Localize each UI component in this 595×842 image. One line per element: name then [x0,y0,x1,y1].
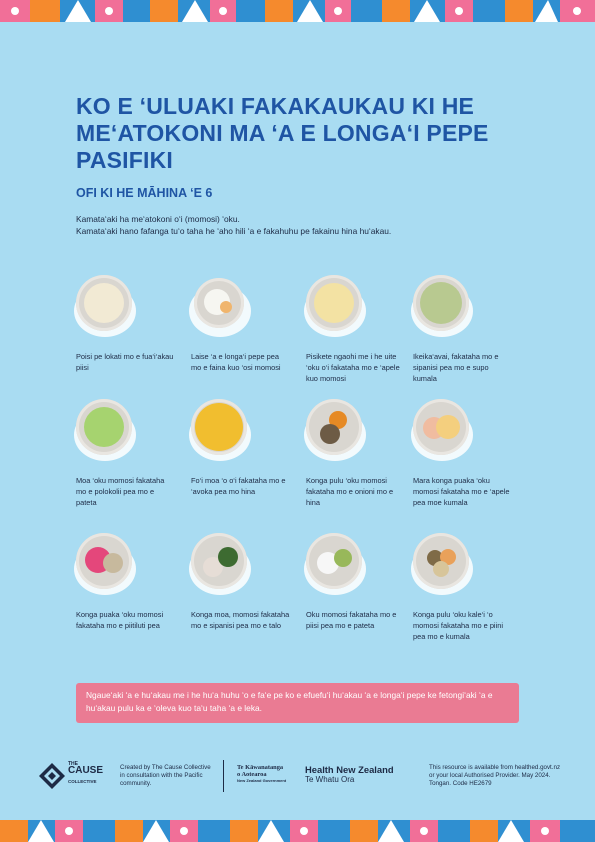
health-line: Te Whatu Ora [305,775,355,784]
health-nz-logo: Health New Zealand Te Whatu Ora [305,764,420,784]
intro-line: Kamata‘aki hano fafanga tu‘o taha he ‘ah… [76,226,392,236]
food-label: Oku momosi fakataha mo e piisi pea mo e … [306,610,397,630]
govt-line: o Aotearoa [237,771,267,778]
created-by-text: Created by The Cause Collective in consu… [120,764,211,787]
logo-cause: CAUSE [68,765,104,776]
cause-collective-logo-icon [39,763,65,789]
availability-text: This resource is available from healthed… [429,764,561,787]
food-bowl-image [74,533,136,595]
nz-government-logo: Te Kāwanatanga o Aotearoa New Zealand Go… [237,764,295,784]
intro-text: Kamata‘aki ha me‘atokoni o‘i (momosi) ‘o… [76,213,536,237]
poster-subtitle: OFI KI HE MĀHINA ‘E 6 [76,186,213,200]
food-label: Konga puaka ‘oku momosi fakataha mo e pi… [76,610,164,630]
food-bowl-image [411,399,473,461]
food-bowl-image [74,275,136,337]
food-label: Mara konga puaka ‘oku momosi fakataha mo… [413,476,510,507]
food-label: Pisikete ngaohi me i he uite ‘oku o‘i fa… [306,352,400,383]
food-bowl-image [411,275,473,337]
logo-collective: COLLECTIVE [68,779,97,784]
footer-divider [223,760,224,792]
food-bowl-image [411,533,473,595]
govt-line: New Zealand Government [237,778,287,783]
food-bowl-image [189,399,251,461]
health-line: Health New Zealand [305,764,394,775]
food-bowl-image [304,275,366,337]
food-label: Moa ‘oku momosi fakataha mo e polokolii … [76,476,165,507]
food-label: Konga pulu ‘oku momosi fakataha mo e oni… [306,476,394,507]
food-label: Konga moa, momosi fakataha mo e sipanisi… [191,610,290,630]
bottom-pattern-band [0,820,595,842]
milk-notice: Ngaue‘aki ‘a e hu‘akau me i he hu‘a huhu… [76,683,519,723]
food-label: Ikeika‘avai, fakataha mo e sipanisi pea … [413,352,499,383]
intro-line: Kamata‘aki ha me‘atokoni o‘i (momosi) ‘o… [76,214,240,224]
food-label: Fo‘i moa ‘o o‘i fakataha mo e ‘avoka pea… [191,476,286,496]
pattern-icon [0,820,595,842]
pattern-icon [0,0,595,22]
food-label: Konga pulu ‘oku kale‘i ‘o momosi fakatah… [413,610,503,641]
food-bowl-image [189,533,251,595]
food-bowl-image [304,533,366,595]
footer: THE CAUSE COLLECTIVE Created by The Caus… [38,760,568,800]
logo-the: THE [68,761,78,767]
govt-line: Te Kāwanatanga [237,764,284,771]
food-label: Poisi pe lokati mo e fua‘i‘akau piisi [76,352,174,372]
food-bowl-image [189,275,251,337]
top-pattern-band [0,0,595,22]
food-label: Laise ‘a e longa‘i pepe pea mo e faina k… [191,352,281,372]
food-bowl-image [304,399,366,461]
food-bowl-image [74,399,136,461]
the-cause-collective-logo: THE CAUSE COLLECTIVE [38,760,113,794]
poster-title: KO E ‘ULUAKI FAKAKAUKAU KI HE ME‘ATOKONI… [76,93,489,173]
